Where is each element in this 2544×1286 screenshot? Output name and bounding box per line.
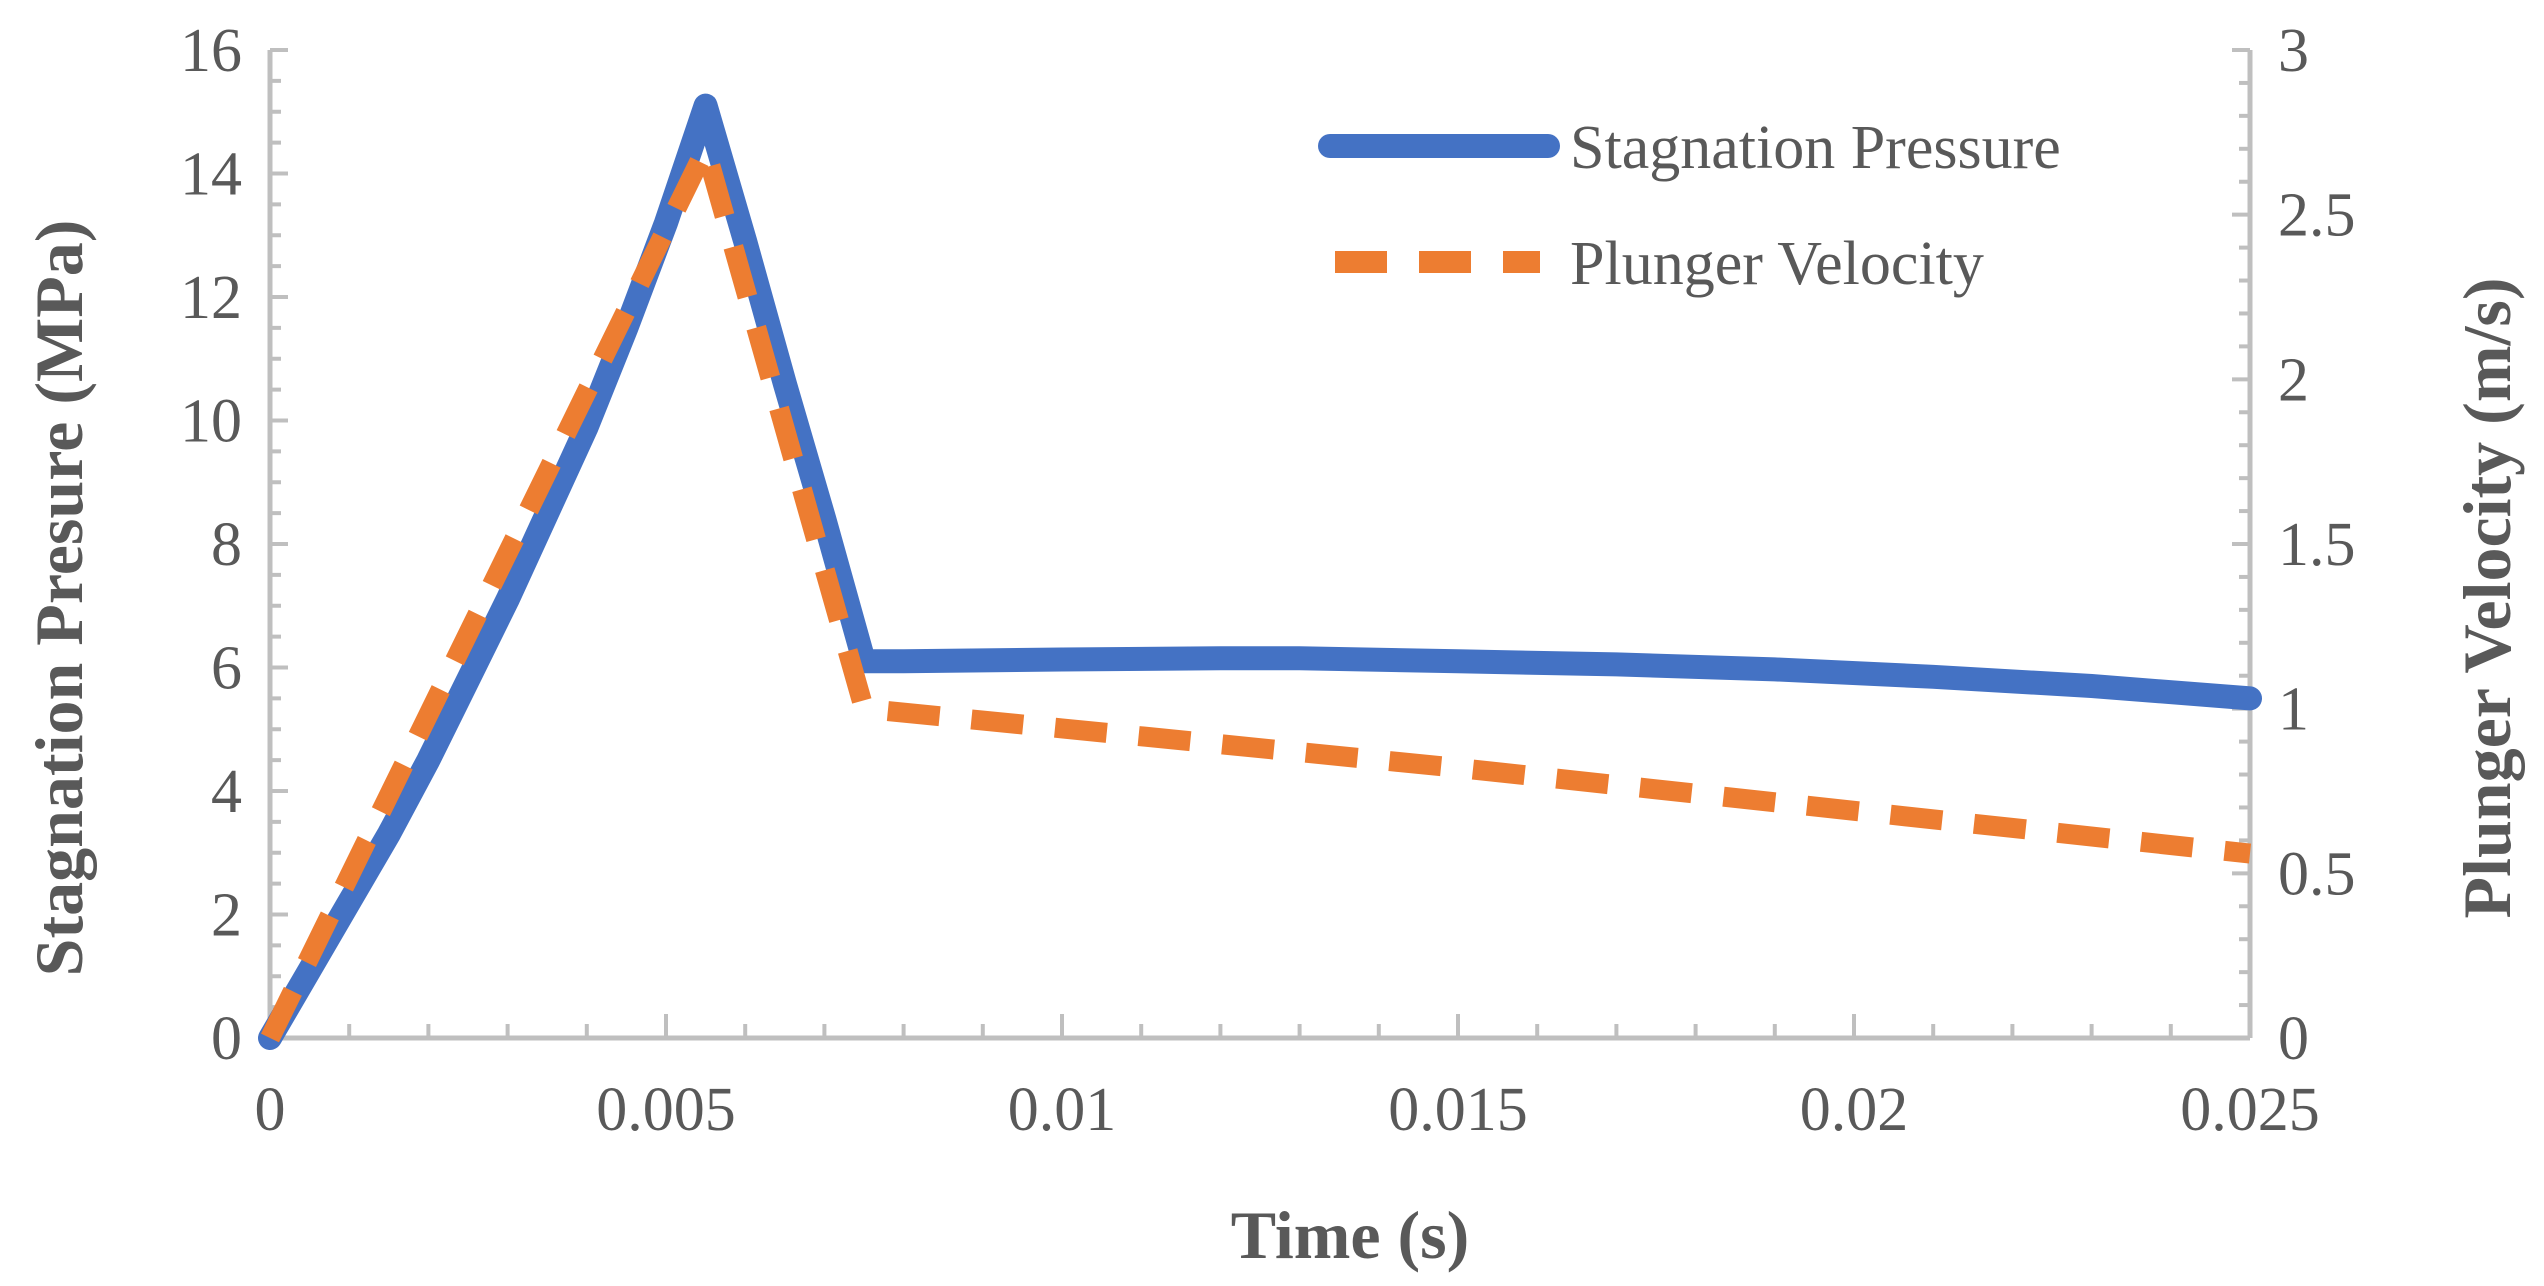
x-tick-label: 0.005 <box>596 1076 736 1144</box>
y-right-tick-label: 1.5 <box>2278 511 2356 579</box>
y-right-axis-title: Plunger Velocity (m/s) <box>2449 278 2525 919</box>
series-plunger-velocity-line <box>261 138 2252 1043</box>
legend-label-pressure: Stagnation Pressure <box>1570 114 2061 182</box>
y-left-tick-label: 6 <box>211 635 242 703</box>
series-layer <box>258 93 2262 1050</box>
x-tick-label: 0.01 <box>1008 1076 1117 1144</box>
y-right-tick-label: 0.5 <box>2278 840 2356 908</box>
series-stagnation-pressure-line <box>258 93 2262 1050</box>
x-tick-label: 0.015 <box>1388 1076 1528 1144</box>
legend-label-velocity: Plunger Velocity <box>1570 230 1984 298</box>
y-right-tick-label: 2.5 <box>2278 182 2356 250</box>
x-axis-title: Time (s) <box>1231 1197 1470 1273</box>
y-left-tick-label: 2 <box>211 882 242 950</box>
y-right-tick-label: 3 <box>2278 17 2309 85</box>
y-left-tick-label: 16 <box>180 17 242 85</box>
y-right-tick-label: 2 <box>2278 346 2309 414</box>
x-tick-label: 0.025 <box>2180 1076 2320 1144</box>
y-left-tick-label: 0 <box>211 1005 242 1073</box>
y-left-tick-label: 4 <box>211 758 242 826</box>
y-right-tick-label: 1 <box>2278 676 2309 744</box>
y-left-tick-label: 14 <box>180 141 242 209</box>
y-right-tick-label: 0 <box>2278 1005 2309 1073</box>
legend: Stagnation Pressure Plunger Velocity <box>1318 114 2061 298</box>
y-left-tick-label: 10 <box>180 388 242 456</box>
y-left-tick-label: 12 <box>180 264 242 332</box>
tick-labels: 0 2 4 6 8 10 12 14 16 0 0.5 1 1.5 2 2.5 3 0 0.005 0.01 0.01… <box>180 17 2356 1144</box>
x-tick-label: 0 <box>255 1076 286 1144</box>
x-tick-label: 0.02 <box>1800 1076 1909 1144</box>
axes <box>267 48 2253 1041</box>
y-left-axis-title: Stagnation Presure (MPa) <box>21 220 97 977</box>
y-left-tick-label: 8 <box>211 511 242 579</box>
